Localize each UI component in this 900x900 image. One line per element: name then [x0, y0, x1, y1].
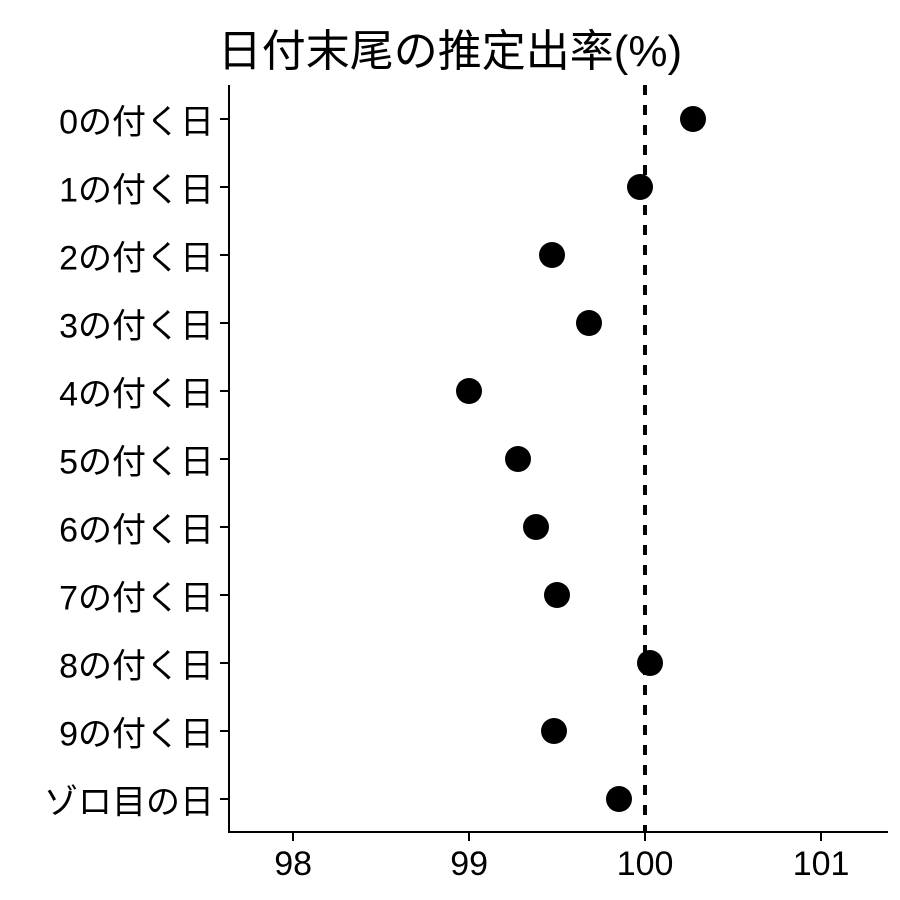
y-tick-mark — [220, 526, 228, 528]
plot-area: 0の付く日1の付く日2の付く日3の付く日4の付く日5の付く日6の付く日7の付く日… — [228, 85, 888, 833]
data-point — [627, 174, 653, 200]
data-point — [606, 786, 632, 812]
y-tick-mark — [220, 594, 228, 596]
x-tick-label: 101 — [793, 845, 850, 884]
chart-container: 日付末尾の推定出率(%) 0の付く日1の付く日2の付く日3の付く日4の付く日5の… — [0, 0, 900, 900]
data-point — [456, 378, 482, 404]
y-tick-mark — [220, 186, 228, 188]
y-tick-mark — [220, 390, 228, 392]
y-tick-label: 1の付く日 — [59, 163, 214, 212]
x-tick-label: 100 — [617, 845, 674, 884]
y-tick-mark — [220, 798, 228, 800]
y-tick-mark — [220, 662, 228, 664]
y-tick-label: 3の付く日 — [59, 299, 214, 348]
y-tick-label: 0の付く日 — [59, 95, 214, 144]
y-tick-mark — [220, 118, 228, 120]
x-axis-line — [228, 831, 888, 833]
y-tick-label: 9の付く日 — [59, 707, 214, 756]
data-point — [539, 242, 565, 268]
y-tick-label: 4の付く日 — [59, 367, 214, 416]
y-tick-label: 6の付く日 — [59, 503, 214, 552]
x-tick-mark — [644, 833, 646, 841]
y-tick-mark — [220, 730, 228, 732]
y-tick-label: 5の付く日 — [59, 435, 214, 484]
y-tick-mark — [220, 458, 228, 460]
data-point — [523, 514, 549, 540]
chart-title: 日付末尾の推定出率(%) — [218, 15, 682, 79]
data-point — [544, 582, 570, 608]
x-tick-label: 98 — [274, 845, 312, 884]
x-tick-mark — [820, 833, 822, 841]
y-axis-line — [228, 85, 230, 833]
y-tick-label: 7の付く日 — [59, 571, 214, 620]
y-tick-label: 2の付く日 — [59, 231, 214, 280]
x-tick-label: 99 — [450, 845, 488, 884]
data-point — [576, 310, 602, 336]
x-tick-mark — [292, 833, 294, 841]
y-tick-mark — [220, 322, 228, 324]
y-tick-mark — [220, 254, 228, 256]
data-point — [637, 650, 663, 676]
data-point — [505, 446, 531, 472]
x-tick-mark — [468, 833, 470, 841]
y-tick-label: 8の付く日 — [59, 639, 214, 688]
data-point — [541, 718, 567, 744]
y-tick-label: ゾロ目の日 — [44, 775, 214, 824]
data-point — [680, 106, 706, 132]
